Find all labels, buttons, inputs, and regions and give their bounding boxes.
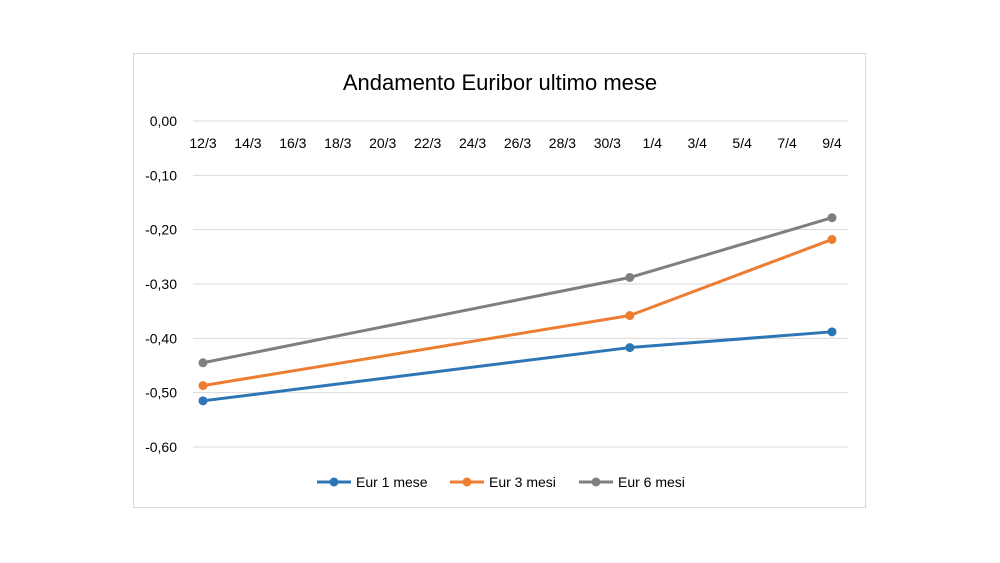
chart-title: Andamento Euribor ultimo mese bbox=[343, 70, 657, 95]
y-tick-label: -0,60 bbox=[145, 439, 177, 455]
y-tick-label: -0,50 bbox=[145, 385, 177, 401]
data-point bbox=[827, 213, 837, 223]
x-tick-label: 16/3 bbox=[279, 135, 306, 151]
grid-layer bbox=[193, 120, 848, 448]
y-axis-ticks: 0,00 -0,10 -0,20 -0,30 -0,40 -0,50 -0,60 bbox=[145, 113, 177, 455]
x-tick-label: 5/4 bbox=[732, 135, 752, 151]
data-point bbox=[198, 396, 208, 406]
legend-marker bbox=[462, 477, 472, 487]
x-tick-label: 18/3 bbox=[324, 135, 351, 151]
data-point bbox=[198, 381, 208, 391]
data-point bbox=[625, 343, 635, 353]
x-tick-label: 30/3 bbox=[594, 135, 621, 151]
line-chart: Andamento Euribor ultimo mese 0,00 -0,10 -… bbox=[145, 70, 848, 490]
y-tick-label: -0,30 bbox=[145, 276, 177, 292]
y-tick-label: -0,20 bbox=[145, 222, 177, 238]
chart-frame: Andamento Euribor ultimo mese 0,00 -0,10 -… bbox=[133, 53, 866, 508]
data-point bbox=[625, 311, 635, 321]
data-point bbox=[827, 327, 837, 337]
y-tick-label: -0,10 bbox=[145, 167, 177, 183]
x-tick-label: 3/4 bbox=[687, 135, 707, 151]
data-point bbox=[198, 358, 208, 368]
x-tick-label: 26/3 bbox=[504, 135, 531, 151]
legend-label: Eur 3 mesi bbox=[489, 474, 556, 490]
x-tick-label: 12/3 bbox=[189, 135, 216, 151]
x-tick-label: 24/3 bbox=[459, 135, 486, 151]
x-tick-label: 1/4 bbox=[643, 135, 663, 151]
x-tick-label: 22/3 bbox=[414, 135, 441, 151]
series-line bbox=[202, 238, 833, 388]
series-layer bbox=[198, 213, 837, 406]
data-point bbox=[827, 234, 837, 244]
x-tick-label: 7/4 bbox=[777, 135, 797, 151]
x-tick-label: 14/3 bbox=[234, 135, 261, 151]
series-line bbox=[202, 216, 833, 365]
x-tick-label: 20/3 bbox=[369, 135, 396, 151]
y-tick-label: 0,00 bbox=[150, 113, 177, 129]
data-point bbox=[625, 272, 635, 282]
y-tick-label: -0,40 bbox=[145, 330, 177, 346]
legend: Eur 1 mese Eur 3 mesi Eur 6 mesi bbox=[317, 474, 685, 490]
series-line bbox=[202, 330, 833, 403]
legend-label: Eur 1 mese bbox=[356, 474, 428, 490]
x-tick-label: 28/3 bbox=[549, 135, 576, 151]
legend-marker bbox=[591, 477, 601, 487]
legend-label: Eur 6 mesi bbox=[618, 474, 685, 490]
x-axis-ticks: 12/3 14/3 16/3 18/3 20/3 22/3 24/3 26/3 28/3 30/3… bbox=[189, 135, 842, 151]
legend-marker bbox=[329, 477, 339, 487]
x-tick-label: 9/4 bbox=[822, 135, 842, 151]
